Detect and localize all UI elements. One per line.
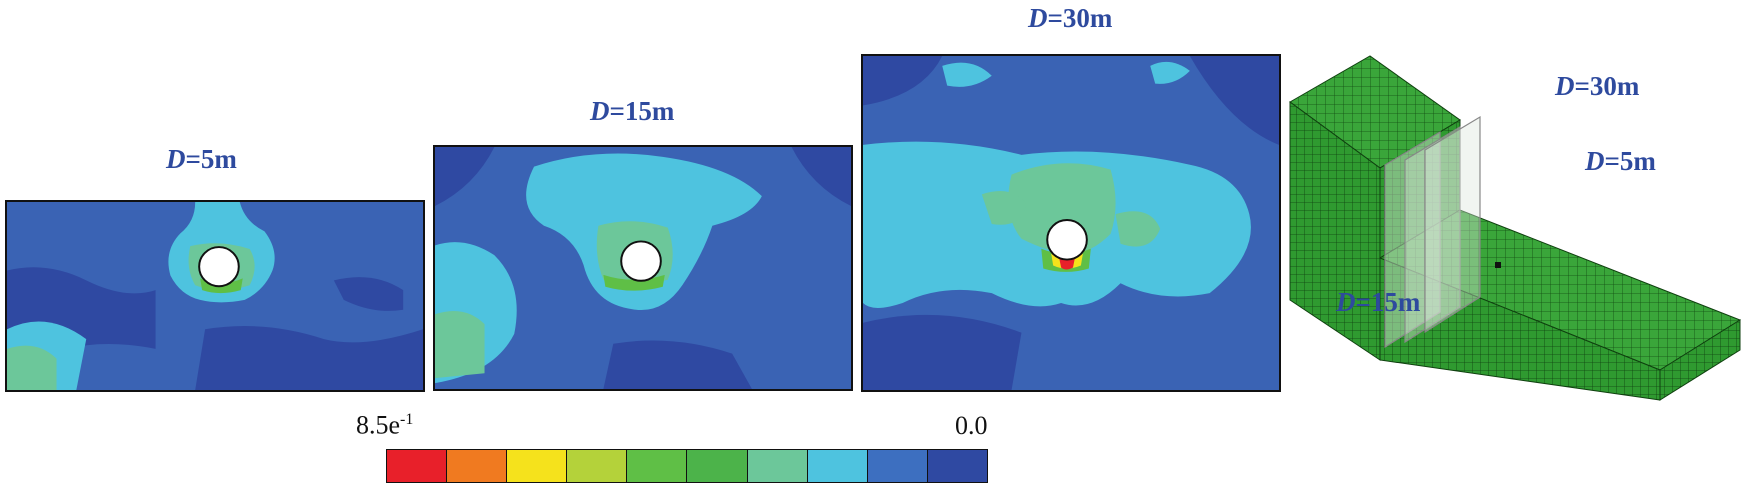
contour-plot-d30 xyxy=(861,54,1281,392)
colorbar-segment xyxy=(507,450,568,482)
model-label-d15: D=15m xyxy=(1336,287,1421,317)
colorbar xyxy=(386,449,988,483)
colorbar-min-label: 0.0 xyxy=(955,411,988,440)
model-label-d30: D=30m xyxy=(1555,71,1640,101)
colorbar-segment xyxy=(747,450,808,482)
section-plane-d30 xyxy=(1424,115,1481,334)
colorbar-segment xyxy=(567,450,628,482)
colorbar-segment xyxy=(447,450,508,482)
section-plane-d5 xyxy=(1404,125,1461,344)
model-label-d5: D=5m xyxy=(1585,146,1656,176)
3d-mesh-model xyxy=(1289,55,1742,401)
section-plane-d15 xyxy=(1384,130,1441,349)
contour-plot-d5 xyxy=(5,200,425,392)
colorbar-segment xyxy=(927,450,987,482)
panel-label-d5: D=5m xyxy=(166,144,237,174)
colorbar-segment xyxy=(687,450,748,482)
panel-label-d15: D=15m xyxy=(590,96,675,126)
panel-label-d30: D=30m xyxy=(1028,3,1113,33)
colorbar-segment xyxy=(807,450,868,482)
colorbar-segment xyxy=(627,450,688,482)
contour-plot-d15 xyxy=(433,145,853,391)
colorbar-max-label: 8.5e-1 xyxy=(356,410,414,440)
colorbar-segment xyxy=(387,450,448,482)
colorbar-segment xyxy=(867,450,928,482)
